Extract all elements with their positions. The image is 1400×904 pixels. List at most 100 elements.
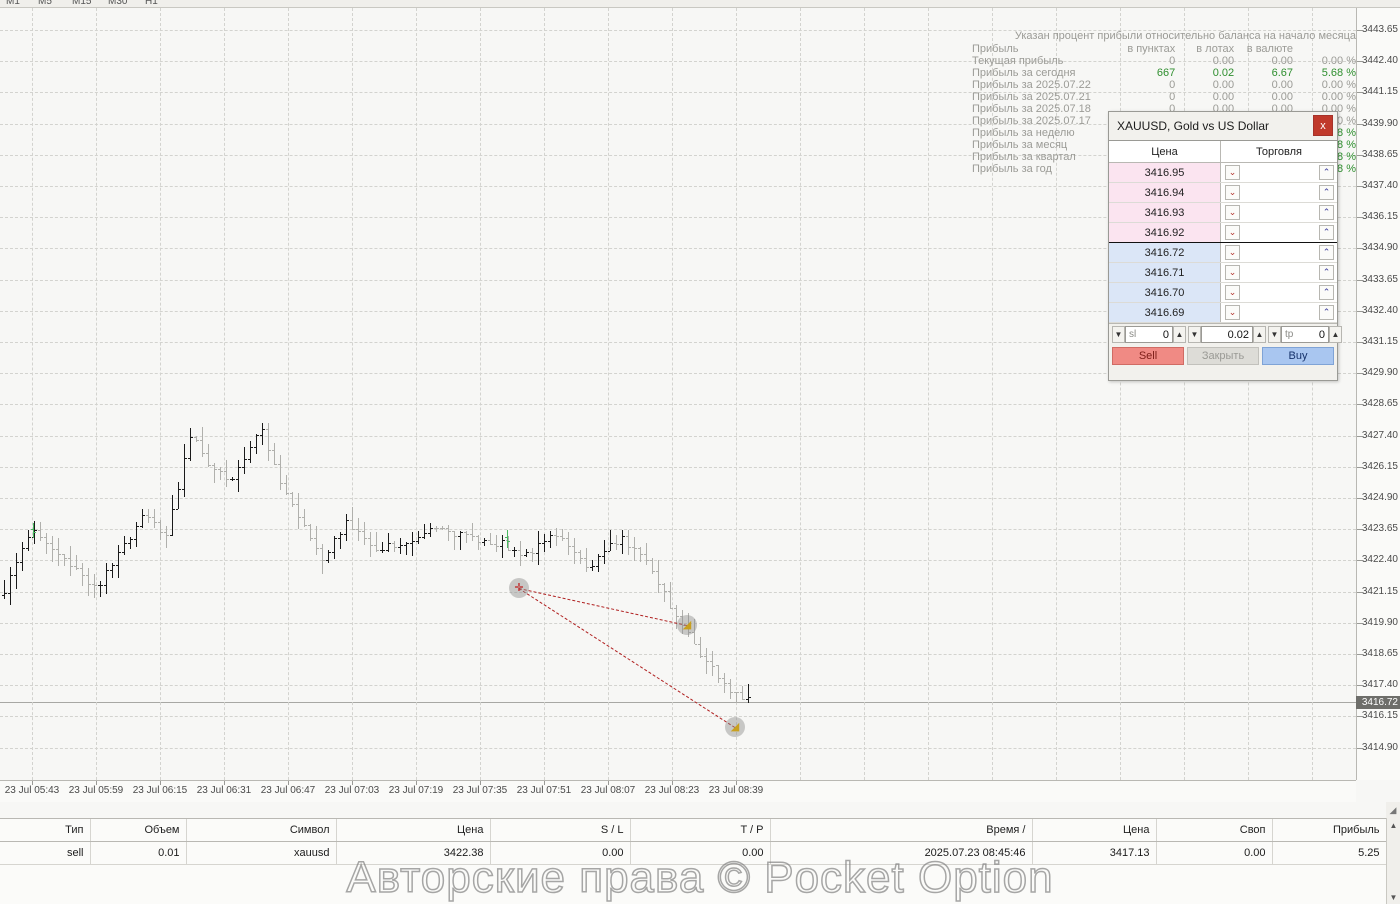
scroll-down-icon[interactable]: ▼ (1389, 892, 1398, 902)
stoploss-stepper[interactable]: ▼ sl 0 ▲ (1112, 326, 1186, 344)
price-tick (1357, 217, 1362, 219)
buy-arrow-icon[interactable]: ⌃ (1319, 265, 1334, 280)
price-axis[interactable]: 3443.65 3442.40 3441.15 3439.90 3438.65 3437.… (1356, 8, 1400, 780)
trade-marker-open-sell[interactable]: ✛ (509, 578, 529, 598)
price-tick-label: 3427.40 (1361, 429, 1398, 441)
sell-arrow-icon[interactable]: ⌄ (1225, 265, 1240, 280)
sell-arrow-icon[interactable]: ⌄ (1225, 245, 1240, 260)
time-axis[interactable]: 23 Jul 05:43 23 Jul 05:59 23 Jul 06:15 23 J… (0, 780, 1356, 802)
ohlc-bar (464, 530, 469, 544)
sl-increment-icon[interactable]: ▲ (1173, 326, 1186, 343)
trade-marker-close-1[interactable]: ◢ (677, 615, 697, 635)
time-tick-label: 23 Jul 07:35 (452, 785, 508, 796)
stats-row-lots: 0.00 (1212, 91, 1235, 103)
column-header-8[interactable]: Своп (1156, 819, 1273, 842)
bar-range (244, 446, 245, 474)
sell-arrow-icon[interactable]: ⌄ (1225, 305, 1240, 320)
bar-close-tick (431, 527, 433, 529)
header-trade-label: Торговля (1256, 145, 1302, 158)
close-icon[interactable]: x (1313, 115, 1333, 136)
lot-stepper[interactable]: ▼ 0.02 ▲ (1188, 326, 1266, 344)
sl-decrement-icon[interactable]: ▼ (1112, 326, 1125, 343)
ohlc-bar (494, 535, 499, 552)
grid-line-vertical (32, 8, 33, 780)
sell-arrow-icon[interactable]: ⌄ (1225, 185, 1240, 200)
lot-field[interactable]: 0.02 (1201, 326, 1253, 343)
buy-arrow-icon[interactable]: ⌃ (1319, 165, 1334, 180)
bid-price-row[interactable]: 3416.69 ⌄ ⌃ (1109, 303, 1337, 323)
lot-increment-icon[interactable]: ▲ (1253, 326, 1266, 343)
panel-title-bar[interactable]: XAUUSD, Gold vs US Dollar x (1109, 112, 1337, 140)
takeprofit-stepper[interactable]: ▼ tp 0 ▲ (1268, 326, 1342, 344)
buy-arrow-icon[interactable]: ⌃ (1319, 285, 1334, 300)
timeframe-m5[interactable]: M5 (38, 0, 52, 7)
column-header-1[interactable]: Объем (90, 819, 187, 842)
close-button[interactable]: Закрыть (1187, 347, 1259, 365)
tp-decrement-icon[interactable]: ▼ (1268, 326, 1281, 343)
ask-price-row[interactable]: 3416.93 ⌄ ⌃ (1109, 203, 1337, 223)
column-header-0[interactable]: Тип (0, 819, 91, 842)
ask-price-row[interactable]: 3416.92 ⌄ ⌃ (1109, 223, 1337, 243)
trade-marker-close-2[interactable]: ◢ (725, 717, 745, 737)
bar-close-tick (731, 691, 733, 693)
timeframe-m30[interactable]: M30 (108, 0, 128, 7)
terminal-scrollbar[interactable]: ▲ ▼ (1386, 818, 1400, 904)
column-header-5[interactable]: T / P (630, 819, 771, 842)
bar-close-tick (575, 552, 577, 554)
sell-arrow-icon[interactable]: ⌄ (1225, 225, 1240, 240)
bar-range (688, 613, 689, 638)
buy-arrow-icon[interactable]: ⌃ (1319, 225, 1334, 240)
scroll-up-icon[interactable]: ▲ (1389, 820, 1398, 830)
timeframe-h1[interactable]: H1 (145, 0, 158, 7)
bar-close-tick (497, 546, 499, 548)
tp-field[interactable]: tp 0 (1281, 326, 1329, 343)
bar-close-tick (533, 553, 535, 555)
bar-range (556, 527, 557, 546)
bar-close-tick (551, 534, 553, 536)
column-header-2[interactable]: Символ (186, 819, 337, 842)
column-header-4[interactable]: S / L (490, 819, 631, 842)
bar-range (424, 523, 425, 540)
bid-price-row[interactable]: 3416.70 ⌄ ⌃ (1109, 283, 1337, 303)
column-header-6[interactable]: Время / (770, 819, 1033, 842)
column-header-3[interactable]: Цена (336, 819, 491, 842)
tp-increment-icon[interactable]: ▲ (1329, 326, 1342, 343)
bid-price-row[interactable]: 3416.72 ⌄ ⌃ (1109, 243, 1337, 263)
sell-arrow-icon[interactable]: ⌄ (1225, 285, 1240, 300)
sell-arrow-icon[interactable]: ⌄ (1225, 165, 1240, 180)
price-tick-label: 3424.90 (1361, 492, 1398, 503)
trade-cell: ⌄ ⌃ (1221, 283, 1337, 302)
timeframe-m15[interactable]: M15 (72, 0, 92, 7)
buy-button[interactable]: Buy (1262, 347, 1334, 365)
sell-arrow-icon[interactable]: ⌄ (1225, 205, 1240, 220)
ohlc-bar (92, 573, 97, 598)
one-click-trading-panel[interactable]: XAUUSD, Gold vs US Dollar x Цена Торговл… (1108, 111, 1342, 381)
sell-button[interactable]: Sell (1112, 347, 1184, 365)
column-header-9[interactable]: Прибыль (1272, 819, 1387, 842)
cell-sl: 0.00 (490, 841, 631, 865)
buy-arrow-icon[interactable]: ⌃ (1319, 205, 1334, 220)
buy-arrow-icon[interactable]: ⌃ (1319, 185, 1334, 200)
stats-row: Текущая прибыль 0 0.00 0.00 0.00 % (968, 55, 1360, 67)
ask-price-row[interactable]: 3416.95 ⌄ ⌃ (1109, 163, 1337, 183)
buy-arrow-icon[interactable]: ⌃ (1319, 245, 1334, 260)
bar-open-tick (176, 508, 178, 510)
bar-range (280, 455, 281, 490)
chart-corner-grip[interactable]: ◢ (1386, 802, 1400, 818)
column-header-7[interactable]: Цена (1032, 819, 1157, 842)
table-row[interactable]: sell 0.01 xauusd 3422.38 0.00 0.00 2025.07.23 … (0, 841, 1400, 865)
sl-field[interactable]: sl 0 (1125, 326, 1173, 343)
bar-open-tick (674, 607, 676, 609)
bid-price-row[interactable]: 3416.71 ⌄ ⌃ (1109, 263, 1337, 283)
ask-price-row[interactable]: 3416.94 ⌄ ⌃ (1109, 183, 1337, 203)
ohlc-bar (26, 529, 31, 551)
bar-range (124, 535, 125, 555)
grid-line-horizontal (0, 529, 1356, 531)
lot-decrement-icon[interactable]: ▼ (1188, 326, 1201, 343)
ohlc-bar (440, 525, 445, 531)
bar-close-tick (293, 504, 295, 506)
timeframe-m1[interactable]: M1 (6, 0, 20, 7)
bar-open-tick (446, 528, 448, 530)
buy-arrow-icon[interactable]: ⌃ (1319, 305, 1334, 320)
